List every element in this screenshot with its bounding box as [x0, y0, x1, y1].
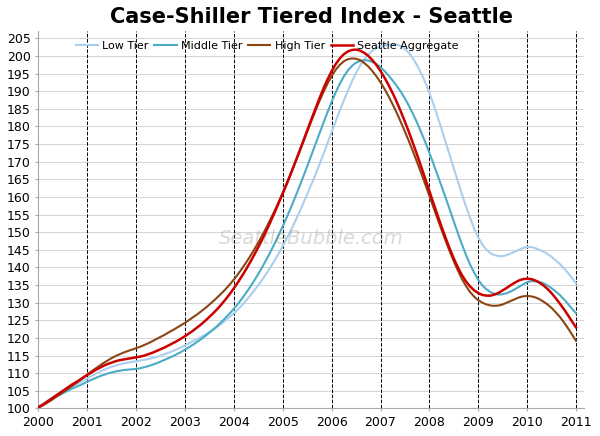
Low Tier — [410, 56, 417, 61]
Seattle Aggregate — [544, 286, 551, 292]
Seattle Aggregate — [71, 380, 79, 385]
Middle Tier — [393, 83, 400, 89]
High Tier — [556, 314, 563, 320]
High Tier — [572, 338, 580, 344]
High Tier — [544, 302, 551, 307]
Legend: Low Tier, Middle Tier, High Tier, Seattle Aggregate: Low Tier, Middle Tier, High Tier, Seattl… — [71, 37, 463, 56]
Text: SeattleBubble.com: SeattleBubble.com — [219, 229, 404, 248]
Low Tier — [393, 42, 400, 47]
Middle Tier — [361, 58, 368, 63]
Seattle Aggregate — [353, 47, 360, 52]
Line: Middle Tier: Middle Tier — [38, 60, 576, 407]
Low Tier — [373, 46, 380, 51]
Seattle Aggregate — [410, 141, 417, 146]
Low Tier — [544, 252, 551, 257]
Middle Tier — [544, 283, 551, 288]
Low Tier — [35, 404, 42, 409]
Title: Case-Shiller Tiered Index - Seattle: Case-Shiller Tiered Index - Seattle — [110, 7, 513, 27]
Seattle Aggregate — [572, 325, 580, 330]
Middle Tier — [556, 292, 563, 297]
Low Tier — [71, 382, 79, 388]
Line: Seattle Aggregate: Seattle Aggregate — [38, 50, 576, 407]
Line: High Tier: High Tier — [38, 58, 576, 408]
High Tier — [377, 80, 384, 85]
Middle Tier — [572, 310, 580, 316]
High Tier — [35, 405, 42, 410]
Low Tier — [389, 42, 397, 47]
Line: Low Tier: Low Tier — [38, 44, 576, 407]
Seattle Aggregate — [377, 68, 384, 74]
Seattle Aggregate — [35, 405, 42, 410]
Seattle Aggregate — [556, 301, 563, 306]
High Tier — [71, 381, 79, 386]
High Tier — [393, 110, 400, 116]
Seattle Aggregate — [393, 99, 400, 105]
Middle Tier — [71, 385, 79, 390]
High Tier — [410, 149, 417, 154]
Middle Tier — [410, 112, 417, 117]
Low Tier — [556, 261, 563, 266]
Middle Tier — [35, 405, 42, 410]
High Tier — [349, 56, 356, 61]
Middle Tier — [377, 65, 384, 70]
Low Tier — [572, 281, 580, 286]
